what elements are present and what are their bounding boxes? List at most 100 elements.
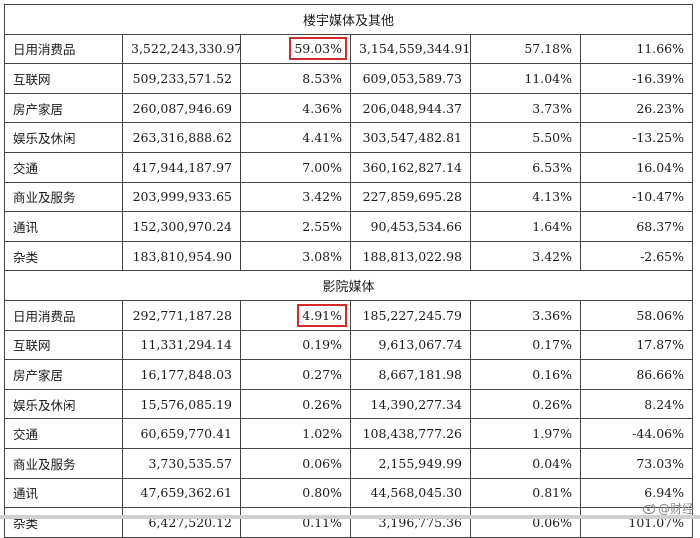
table-row: 通讯 47,659,362.61 0.80% 44,568,045.30 0.81% 6.…	[4, 477, 694, 509]
amount-b-cell: 609,053,589.73	[350, 63, 471, 94]
category-cell: 商业及服务	[4, 447, 123, 479]
amount-b-cell: 90,453,534.66	[350, 211, 471, 242]
share-a-cell: 0.26%	[240, 388, 351, 420]
category-cell: 交通	[4, 151, 123, 183]
share-b-cell: 5.50%	[470, 122, 581, 153]
category-cell: 娱乐及休闲	[4, 388, 123, 420]
category-cell: 杂类	[4, 507, 123, 538]
amount-a-cell: 47,659,362.61	[122, 477, 241, 509]
amount-a-cell: 11,331,294.14	[122, 329, 241, 361]
share-a-cell: 4.41%	[240, 122, 351, 153]
amount-b-cell: 2,155,949.99	[350, 447, 471, 479]
share-a-cell: 3.08%	[240, 240, 351, 272]
amount-a-cell: 6,427,520.12	[122, 507, 241, 538]
change-cell: 6.94%	[579, 477, 694, 509]
amount-b-cell: 8,667,181.98	[350, 359, 471, 390]
section-header-row: 楼宇媒体及其他	[3, 4, 694, 35]
share-a-cell: 0.80%	[240, 477, 351, 509]
share-a-cell: 0.11%	[240, 507, 351, 538]
share-a-cell: 0.06%	[240, 447, 351, 479]
share-b-cell: 0.26%	[470, 388, 581, 420]
amount-a-cell: 183,810,954.90	[122, 240, 241, 272]
share-a-cell: 0.27%	[240, 359, 351, 390]
amount-a-cell: 417,944,187.97	[122, 151, 241, 183]
share-b-cell: 0.06%	[470, 507, 581, 538]
watermark: @财经	[642, 500, 694, 517]
change-cell: -44.06%	[579, 418, 694, 449]
amount-a-cell: 292,771,187.28	[122, 299, 241, 331]
change-cell: -16.39%	[579, 63, 694, 94]
table-body: 楼宇媒体及其他 日用消费品 3,522,243,330.97 59.03% 3,154,…	[3, 4, 694, 538]
amount-a-cell: 15,576,085.19	[122, 388, 241, 420]
category-cell: 房产家居	[4, 359, 123, 390]
change-cell: 17.87%	[579, 329, 694, 361]
amount-a-cell: 3,522,243,330.97	[122, 33, 241, 65]
amount-b-cell: 14,390,277.34	[350, 388, 471, 420]
change-cell: 11.66%	[579, 33, 694, 65]
change-cell: 26.23%	[579, 92, 694, 124]
section-header-row: 影院媒体	[3, 270, 694, 301]
share-a-cell: 0.19%	[240, 329, 351, 361]
category-cell: 交通	[4, 418, 123, 449]
table-row: 通讯 152,300,970.24 2.55% 90,453,534.66 1.64% 6…	[4, 211, 694, 242]
amount-b-cell: 185,227,245.79	[350, 299, 471, 331]
share-b-cell: 3.73%	[470, 92, 581, 124]
amount-a-cell: 260,087,946.69	[122, 92, 241, 124]
bottom-divider	[0, 515, 700, 519]
amount-a-cell: 3,730,535.57	[122, 447, 241, 479]
share-b-cell: 3.42%	[470, 240, 581, 272]
table-row: 日用消费品 3,522,243,330.97 59.03% 3,154,559,344…	[4, 33, 694, 65]
share-a-cell: 4.36%	[240, 92, 351, 124]
ad-revenue-table: 楼宇媒体及其他 日用消费品 3,522,243,330.97 59.03% 3,154,…	[3, 4, 694, 538]
share-b-cell: 0.17%	[470, 329, 581, 361]
amount-b-cell: 227,859,695.28	[350, 181, 471, 213]
table-row: 娱乐及休闲 263,316,888.62 4.41% 303,547,482.81 5.…	[4, 122, 694, 153]
table-row: 杂类 6,427,520.12 0.11% 3,196,775.36 0.06% 101.…	[4, 507, 694, 538]
amount-b-cell: 3,154,559,344.91	[350, 33, 471, 65]
section-title: 楼宇媒体及其他	[3, 4, 694, 35]
table-row: 房产家居 260,087,946.69 4.36% 206,048,944.37 3.7…	[4, 92, 694, 124]
amount-b-cell: 108,438,777.26	[350, 418, 471, 449]
share-b-cell: 6.53%	[470, 151, 581, 183]
share-b-cell: 11.04%	[470, 63, 581, 94]
share-a-cell: 4.91%	[240, 299, 351, 331]
share-a-cell: 59.03%	[240, 33, 351, 65]
change-cell: -13.25%	[579, 122, 694, 153]
change-cell: 86.66%	[579, 359, 694, 390]
category-cell: 通讯	[4, 211, 123, 242]
change-cell: 73.03%	[579, 447, 694, 479]
amount-a-cell: 152,300,970.24	[122, 211, 241, 242]
table-row: 互联网 509,233,571.52 8.53% 609,053,589.73 11.0…	[4, 63, 694, 94]
weibo-icon	[642, 504, 656, 514]
share-b-cell: 4.13%	[470, 181, 581, 213]
change-cell: -2.65%	[579, 240, 694, 272]
change-cell: 58.06%	[579, 299, 694, 331]
table-row: 房产家居 16,177,848.03 0.27% 8,667,181.98 0.16% 8…	[4, 359, 694, 390]
category-cell: 互联网	[4, 329, 123, 361]
share-a-cell: 3.42%	[240, 181, 351, 213]
table-row: 日用消费品 292,771,187.28 4.91% 185,227,245.79 3.…	[4, 299, 694, 331]
share-a-cell: 2.55%	[240, 211, 351, 242]
table-row: 商业及服务 3,730,535.57 0.06% 2,155,949.99 0.04% 7…	[4, 447, 694, 479]
change-cell: 68.37%	[579, 211, 694, 242]
highlighted-value: 4.91%	[297, 303, 347, 327]
share-a-cell: 1.02%	[240, 418, 351, 449]
amount-a-cell: 60,659,770.41	[122, 418, 241, 449]
category-cell: 日用消费品	[4, 299, 123, 331]
share-b-cell: 0.04%	[470, 447, 581, 479]
share-b-cell: 0.16%	[470, 359, 581, 390]
table-row: 杂类 183,810,954.90 3.08% 188,813,022.98 3.42%…	[4, 240, 694, 272]
share-b-cell: 1.97%	[470, 418, 581, 449]
amount-a-cell: 509,233,571.52	[122, 63, 241, 94]
share-b-cell: 3.36%	[470, 299, 581, 331]
category-cell: 娱乐及休闲	[4, 122, 123, 153]
amount-b-cell: 9,613,067.74	[350, 329, 471, 361]
category-cell: 杂类	[4, 240, 123, 272]
table-row: 商业及服务 203,999,933.65 3.42% 227,859,695.28 4.…	[4, 181, 694, 213]
category-cell: 房产家居	[4, 92, 123, 124]
share-a-cell: 7.00%	[240, 151, 351, 183]
category-cell: 通讯	[4, 477, 123, 509]
change-cell: 16.04%	[579, 151, 694, 183]
amount-b-cell: 206,048,944.37	[350, 92, 471, 124]
table-row: 交通 417,944,187.97 7.00% 360,162,827.14 6.53%…	[4, 151, 694, 183]
